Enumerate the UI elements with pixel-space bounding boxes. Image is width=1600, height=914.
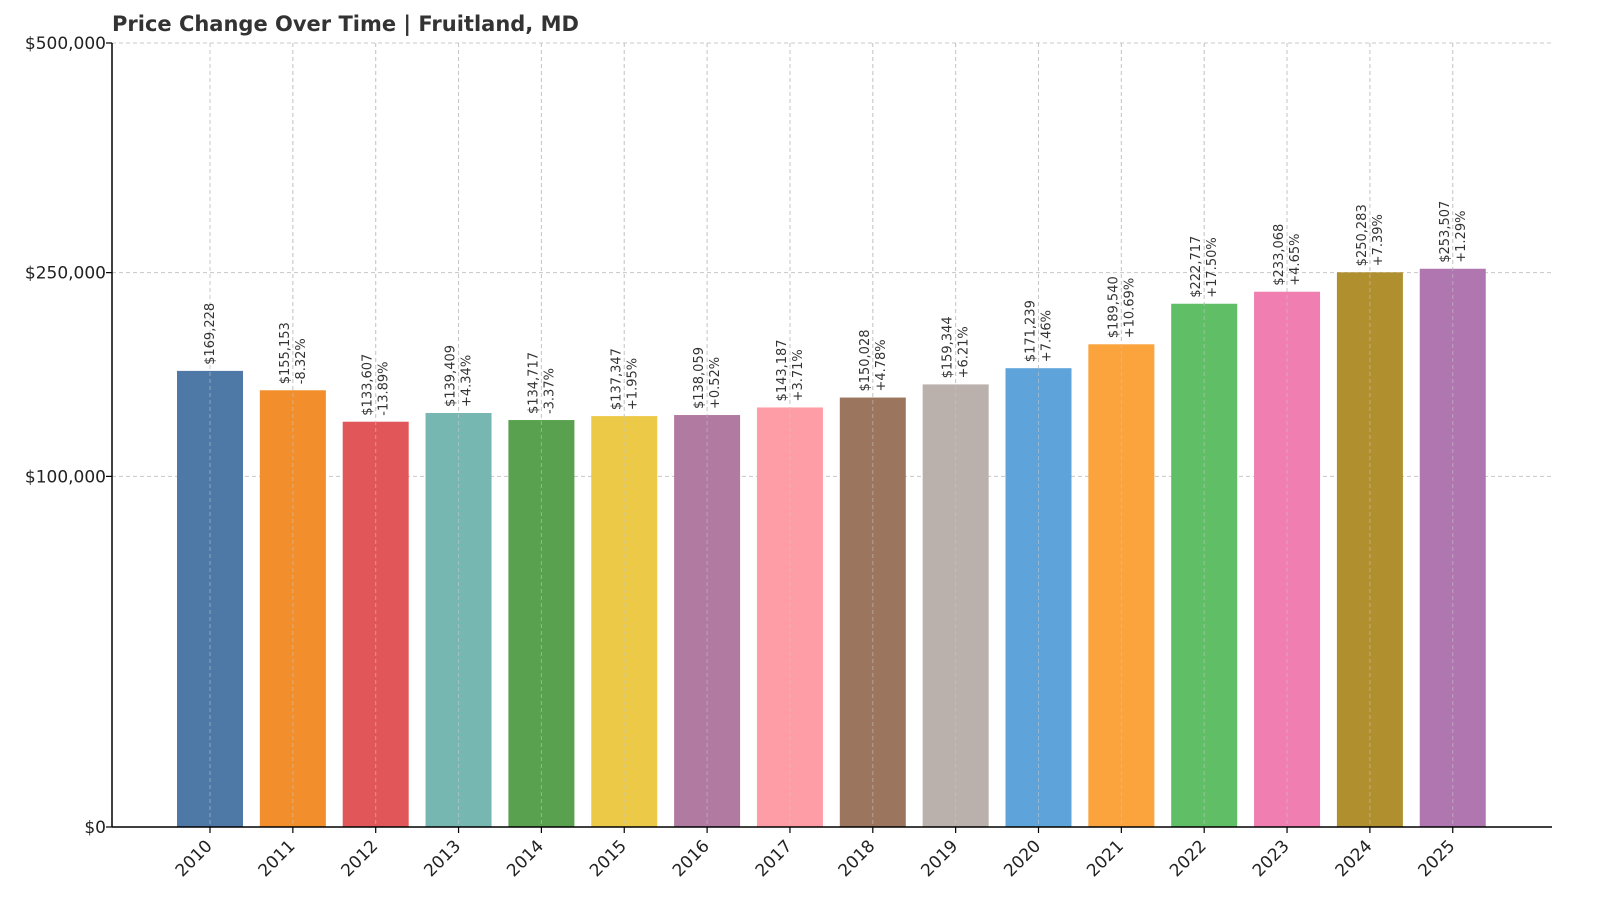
value-label: $137,347 (609, 348, 624, 410)
x-tick-label: 2019 (917, 836, 962, 881)
x-tick-label: 2025 (1415, 836, 1460, 881)
value-label: $155,153 (278, 322, 293, 384)
axes (106, 42, 1552, 833)
x-tick-label: 2024 (1332, 836, 1377, 881)
change-label: +1.95% (625, 358, 640, 410)
x-tick-label: 2018 (835, 836, 880, 881)
change-label: +4.65% (1288, 234, 1303, 286)
value-label: $150,028 (858, 330, 873, 392)
bar-2011 (259, 390, 326, 827)
change-label: -8.32% (294, 338, 309, 384)
x-tick-label: 2013 (420, 836, 465, 881)
y-tick-label: $100,000 (25, 467, 106, 487)
value-label: $250,283 (1355, 204, 1370, 266)
value-label: $159,344 (941, 316, 956, 378)
chart-title: Price Change Over Time | Fruitland, MD (112, 12, 579, 36)
x-tick-label: 2016 (669, 836, 714, 881)
x-tick-label: 2010 (172, 836, 217, 881)
value-label: $222,717 (1189, 236, 1204, 298)
change-label: +10.69% (1122, 278, 1137, 338)
x-tick-label: 2021 (1083, 836, 1128, 881)
value-label: $253,507 (1438, 201, 1453, 263)
value-label: $133,607 (361, 354, 376, 416)
change-label: -3.37% (542, 368, 557, 414)
value-label: $134,717 (526, 352, 541, 414)
change-label: +7.46% (1040, 310, 1055, 362)
x-tick-label: 2022 (1166, 836, 1211, 881)
value-label: $139,409 (444, 345, 459, 407)
x-tick-label: 2017 (752, 836, 797, 881)
y-tick-label: $250,000 (25, 264, 106, 284)
change-label: +17.50% (1205, 237, 1220, 297)
change-label: +4.34% (460, 355, 475, 407)
change-label: +0.52% (708, 357, 723, 409)
change-label: +3.71% (791, 349, 806, 401)
value-label: $233,068 (1272, 224, 1287, 286)
y-tick-label: $500,000 (25, 34, 106, 54)
x-tick-label: 2023 (1249, 836, 1294, 881)
value-label: $171,239 (1024, 300, 1039, 362)
value-label: $138,059 (692, 347, 707, 409)
change-label: +6.21% (957, 326, 972, 378)
y-tick-label: $0 (84, 818, 106, 838)
value-label: $169,228 (203, 303, 218, 365)
value-label: $143,187 (775, 339, 790, 401)
x-tick-label: 2011 (255, 836, 300, 881)
grid-lines (112, 42, 1552, 827)
change-label: +1.29% (1454, 211, 1469, 263)
x-tick-label: 2012 (338, 836, 383, 881)
change-label: +4.78% (874, 339, 889, 391)
x-tick-label: 2020 (1000, 836, 1045, 881)
value-label: $189,540 (1106, 276, 1121, 338)
change-label: +7.39% (1371, 214, 1386, 266)
x-tick-label: 2015 (586, 836, 631, 881)
x-tick-label: 2014 (503, 836, 548, 881)
bars (177, 268, 1486, 828)
change-label: -13.89% (377, 361, 392, 415)
